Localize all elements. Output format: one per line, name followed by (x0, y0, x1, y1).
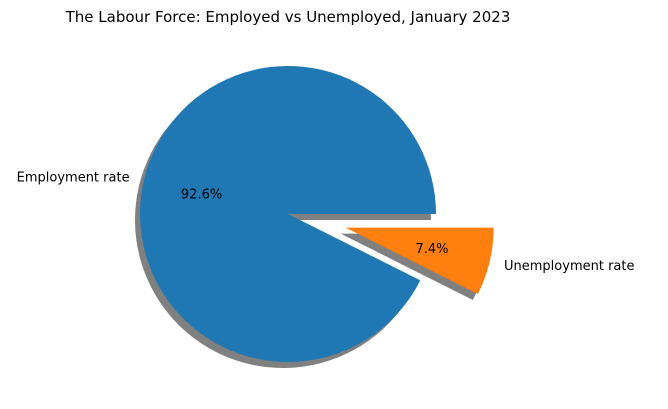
unemployment-rate-slice (345, 227, 494, 294)
employment-rate-slice (140, 66, 437, 363)
employment-rate-label: Employment rate (17, 170, 130, 185)
unemployment-rate-percent-label: 7.4% (416, 242, 449, 257)
slice-labels: Employment rate 92.6% Unemployment rate 7.4… (17, 170, 635, 274)
slices (140, 66, 494, 363)
unemployment-rate-label: Unemployment rate (504, 259, 634, 274)
employment-rate-percent-label: 92.6% (181, 188, 222, 203)
chart-title: The Labour Force: Employed vs Unemployed… (65, 8, 511, 26)
